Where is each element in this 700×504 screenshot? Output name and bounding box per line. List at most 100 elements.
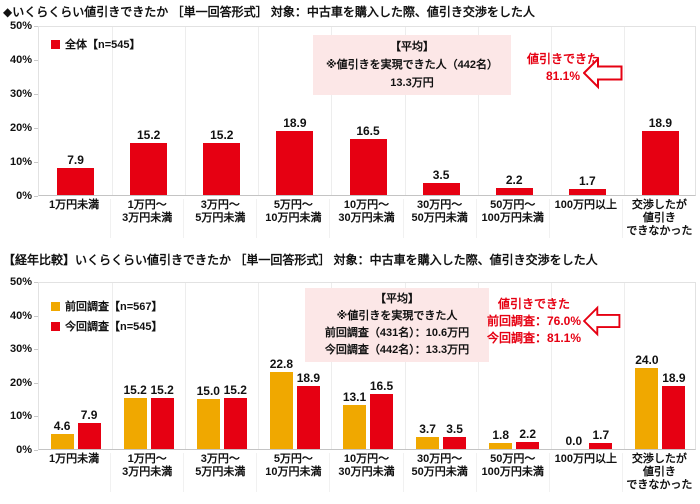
bar-value-label: 22.8 [269, 357, 294, 372]
x-axis-category-label: 1万円未満 [38, 199, 112, 238]
bar [223, 397, 247, 449]
bar [296, 385, 320, 449]
chart-title: ◆いくらくらい値引きできたか ［単一回答形式］ 対象：中古車を購入した際、値引き… [3, 5, 535, 19]
y-axis-tick-label: 40% [9, 309, 32, 322]
bar-value-label: 13.1 [342, 390, 367, 404]
average-annotation-line: 今回調査（442名）：13.3万円 [324, 344, 470, 356]
y-axis-tick-label: 50% [9, 276, 32, 288]
bar [635, 368, 659, 449]
bar-value-label: 15.2 [223, 382, 247, 397]
y-axis-tick-label: 0% [16, 190, 32, 202]
bar [443, 437, 467, 449]
category-separator [112, 283, 114, 449]
bar-value-label: 4.6 [53, 418, 71, 433]
x-axis-category-label: 1万円未満 [38, 453, 112, 492]
x-axis-category-label: 交渉したが 値引き できなかった [626, 199, 693, 237]
y-axis-tick [34, 26, 38, 27]
y-axis-tick [34, 196, 38, 197]
category-separator [477, 283, 479, 449]
bar-value-label: 15.0 [196, 383, 220, 398]
bar [343, 405, 366, 449]
bar-value-label: 16.5 [356, 123, 380, 138]
bar-value-label: 16.5 [369, 378, 394, 393]
callout-line: 今回調査：81.1% [486, 331, 582, 345]
y-axis-tick-label: 30% [9, 88, 32, 100]
discount-achieved-callout: 値引きできた 前回調査：76.0% 今回調査：81.1% [483, 296, 585, 347]
average-annotation: 【平均】 ※値引きを実現できた人 前回調査（431名）：10.6万円 今回調査（442… [305, 288, 489, 362]
plot-area: 前回調査【n=567】 今回調査【n=545】 【平均】 ※値引きを実現できた人 前回… [38, 282, 696, 450]
bar-value-label: 3.5 [446, 422, 463, 437]
category-separator [404, 27, 406, 195]
bar-value-label: 18.9 [296, 370, 321, 385]
average-annotation-line: 13.3万円 [390, 77, 434, 89]
legend: 前回調査【n=567】 今回調査【n=545】 [51, 298, 163, 338]
x-axis-category-label: 100万円以上 [550, 199, 623, 238]
bar [662, 385, 686, 449]
average-annotation-line: 【平均】 [390, 41, 434, 53]
legend-swatch [51, 301, 60, 311]
legend-label: 全体【n=545】 [65, 39, 141, 51]
bar [416, 436, 440, 449]
bar-value-label: 18.9 [662, 370, 686, 385]
x-axis-category-label: 50万円～ 100万円未満 [477, 453, 550, 492]
x-axis-category-label: 1万円～ 3万円未満 [111, 199, 185, 238]
y-axis-tick [34, 450, 38, 451]
bar [196, 398, 220, 449]
bar [276, 130, 314, 195]
y-axis-tick [34, 128, 38, 129]
bar-value-label: 18.9 [283, 115, 307, 130]
bar [203, 143, 241, 195]
bar [370, 393, 393, 449]
average-annotation: 【平均】 ※値引きを実現できた人（442名） 13.3万円 [313, 35, 511, 95]
y-axis-tick-label: 10% [9, 410, 32, 423]
bar [422, 183, 460, 195]
callout-line: 前回調査：76.0% [486, 314, 582, 328]
category-separator [550, 283, 552, 449]
bar [516, 441, 540, 449]
bar [568, 189, 606, 195]
legend-swatch [51, 321, 60, 331]
callout-line: 値引きできた [526, 52, 599, 66]
category-separator [477, 27, 479, 195]
average-annotation-line: ※値引きを実現できた人 [336, 310, 458, 322]
y-axis-tick [34, 162, 38, 163]
callout-line: 値引きできた [497, 297, 570, 311]
y-axis-tick-label: 0% [16, 444, 32, 456]
y-axis-tick [34, 282, 38, 283]
bar [123, 397, 147, 449]
bar [495, 187, 533, 195]
bar-value-label: 3.7 [419, 421, 436, 436]
bar [150, 397, 174, 449]
x-axis-category-label: 5万円～ 10万円未満 [257, 199, 331, 238]
callout-line: 81.1% [545, 69, 581, 83]
category-separator [623, 27, 625, 195]
category-separator [258, 27, 260, 195]
bar [130, 143, 168, 195]
left-arrow-icon [583, 305, 621, 337]
bar-value-label: 3.5 [432, 168, 450, 183]
legend: 全体【n=545】 [51, 36, 141, 56]
y-axis-tick [34, 94, 38, 95]
average-annotation-line: 【平均】 [375, 293, 419, 305]
bar-value-label: 0.0 [565, 434, 583, 448]
category-separator [185, 27, 187, 195]
bar-value-label: 18.9 [648, 115, 673, 130]
y-axis-tick [34, 315, 38, 317]
x-axis-category-label: 3万円～ 5万円未満 [184, 453, 258, 492]
x-axis-category-label: 10万円～ 30万円未満 [330, 199, 404, 238]
category-separator [404, 283, 406, 449]
bar-value-label: 2.2 [519, 426, 537, 441]
x-axis-category-label: 50万円～ 100万円未満 [477, 199, 550, 238]
x-axis-category-label: 3万円～ 5万円未満 [184, 199, 258, 238]
x-axis-category-label: 30万円～ 50万円未満 [404, 453, 477, 492]
x-axis-labels: 1万円未満 1万円～ 3万円未満 3万円～ 5万円未満 5万円～ 10万円未満 10万円… [38, 453, 696, 492]
bar-value-label: 2.2 [505, 172, 523, 187]
category-separator [331, 283, 333, 449]
legend-item: 全体【n=545】 [51, 36, 141, 52]
discount-achieved-callout: 値引きできた 81.1% [505, 51, 621, 85]
plot-area: 全体【n=545】 【平均】 ※値引きを実現できた人（442名） 13.3万円 値引… [38, 26, 696, 196]
bar-value-label: 15.2 [150, 382, 174, 397]
category-separator [112, 27, 114, 195]
year-comparison-discount-chart: 【経年比較】いくらくらい値引きできたか ［単一回答形式］ 対象：中古車を購入した… [0, 248, 700, 504]
y-axis-tick-label: 10% [9, 156, 32, 168]
